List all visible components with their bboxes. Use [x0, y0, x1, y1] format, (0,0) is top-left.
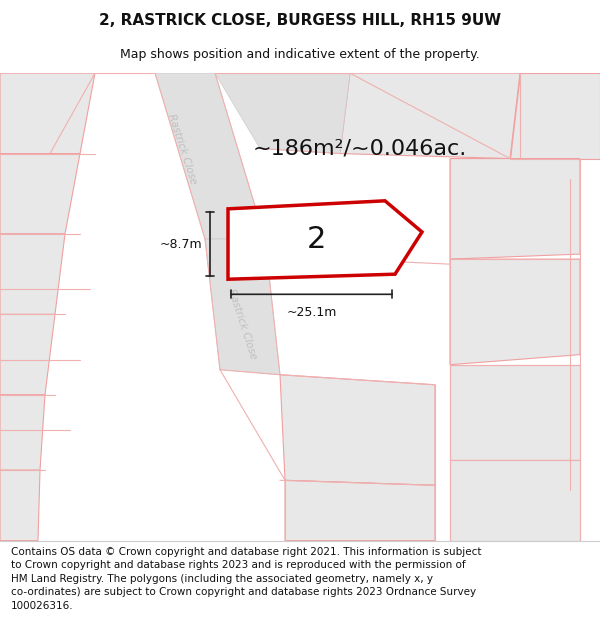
Text: Map shows position and indicative extent of the property.: Map shows position and indicative extent…	[120, 48, 480, 61]
Polygon shape	[450, 259, 580, 364]
Text: Rastrick Close: Rastrick Close	[226, 288, 258, 361]
Text: ~186m²/~0.046ac.: ~186m²/~0.046ac.	[253, 139, 467, 159]
Polygon shape	[0, 470, 40, 541]
Polygon shape	[280, 375, 435, 486]
Text: ~8.7m: ~8.7m	[160, 238, 202, 251]
Polygon shape	[228, 201, 422, 279]
Polygon shape	[450, 159, 580, 259]
Polygon shape	[0, 395, 45, 470]
Polygon shape	[155, 73, 265, 239]
Text: Contains OS data © Crown copyright and database right 2021. This information is : Contains OS data © Crown copyright and d…	[11, 546, 481, 611]
Polygon shape	[215, 73, 350, 154]
Polygon shape	[0, 314, 55, 395]
Polygon shape	[510, 73, 600, 159]
Text: ~25.1m: ~25.1m	[286, 306, 337, 319]
Polygon shape	[205, 239, 280, 375]
Polygon shape	[0, 154, 80, 234]
Text: 2, RASTRICK CLOSE, BURGESS HILL, RH15 9UW: 2, RASTRICK CLOSE, BURGESS HILL, RH15 9U…	[99, 13, 501, 28]
Polygon shape	[450, 460, 580, 541]
Text: Rastrick Close: Rastrick Close	[166, 112, 198, 185]
Polygon shape	[0, 73, 95, 154]
Text: 2: 2	[307, 224, 326, 254]
Polygon shape	[0, 234, 65, 314]
Polygon shape	[285, 480, 435, 541]
Polygon shape	[450, 364, 580, 460]
Polygon shape	[340, 73, 520, 159]
